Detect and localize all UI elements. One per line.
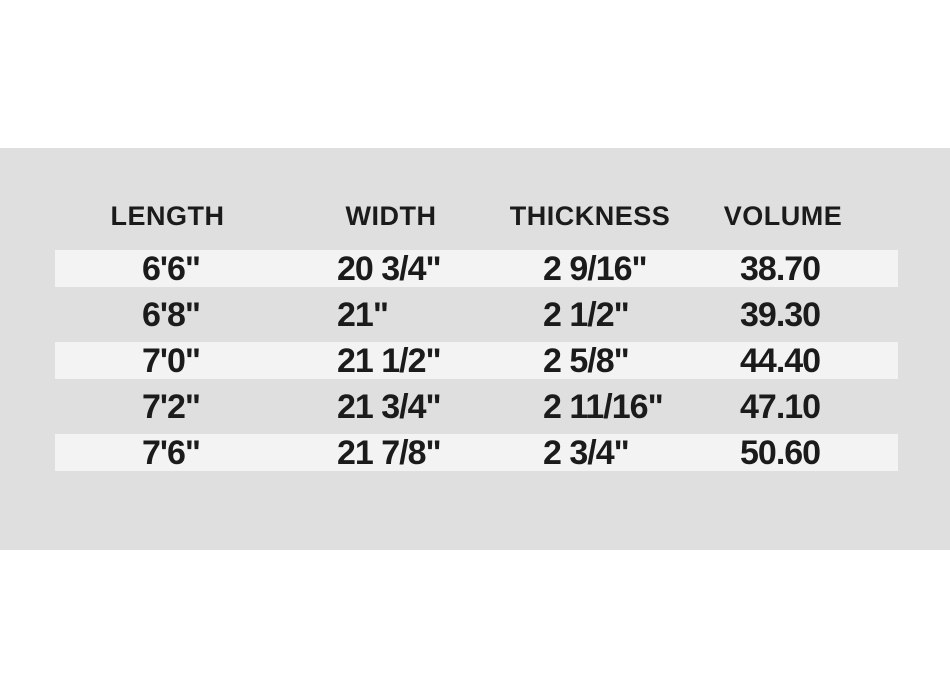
table-row: 6'6" 20 3/4" 2 9/16" 38.70 xyxy=(55,250,898,287)
cell-thickness: 2 11/16" xyxy=(543,387,664,426)
spec-table-panel: LENGTH WIDTH THICKNESS VOLUME 6'6" 20 3/… xyxy=(0,148,950,550)
cell-length: 7'0" xyxy=(142,341,201,380)
table-row: 7'0" 21 1/2" 2 5/8" 44.40 xyxy=(55,342,898,379)
table-row: 6'8" 21" 2 1/2" 39.30 xyxy=(55,296,898,333)
cell-thickness: 2 1/2" xyxy=(543,295,630,334)
cell-length: 7'2" xyxy=(142,387,201,426)
cell-width: 21 3/4" xyxy=(337,387,442,426)
cell-thickness: 2 3/4" xyxy=(543,433,630,472)
cell-thickness: 2 5/8" xyxy=(543,341,630,380)
cell-volume: 44.40 xyxy=(740,341,821,380)
cell-volume: 38.70 xyxy=(740,249,821,288)
cell-width: 21 7/8" xyxy=(337,433,442,472)
cell-volume: 39.30 xyxy=(740,295,821,334)
cell-length: 7'6" xyxy=(142,433,201,472)
cell-length: 6'8" xyxy=(142,295,201,334)
column-header-width: WIDTH xyxy=(345,200,437,231)
column-header-length: LENGTH xyxy=(110,200,225,231)
column-header-thickness: THICKNESS xyxy=(509,200,671,231)
cell-thickness: 2 9/16" xyxy=(543,249,648,288)
cell-width: 20 3/4" xyxy=(337,249,442,288)
cell-width: 21 1/2" xyxy=(337,341,442,380)
table-row: 7'6" 21 7/8" 2 3/4" 50.60 xyxy=(55,434,898,471)
cell-volume: 47.10 xyxy=(740,387,821,426)
table-body: 6'6" 20 3/4" 2 9/16" 38.70 6'8" 21" 2 1/… xyxy=(55,250,898,471)
cell-volume: 50.60 xyxy=(740,433,821,472)
cell-length: 6'6" xyxy=(142,249,201,288)
cell-width: 21" xyxy=(337,295,389,334)
table-header-row: LENGTH WIDTH THICKNESS VOLUME xyxy=(55,148,898,250)
column-header-volume: VOLUME xyxy=(723,200,843,231)
size-chart-table: LENGTH WIDTH THICKNESS VOLUME 6'6" 20 3/… xyxy=(55,148,898,471)
table-row: 7'2" 21 3/4" 2 11/16" 47.10 xyxy=(55,388,898,425)
